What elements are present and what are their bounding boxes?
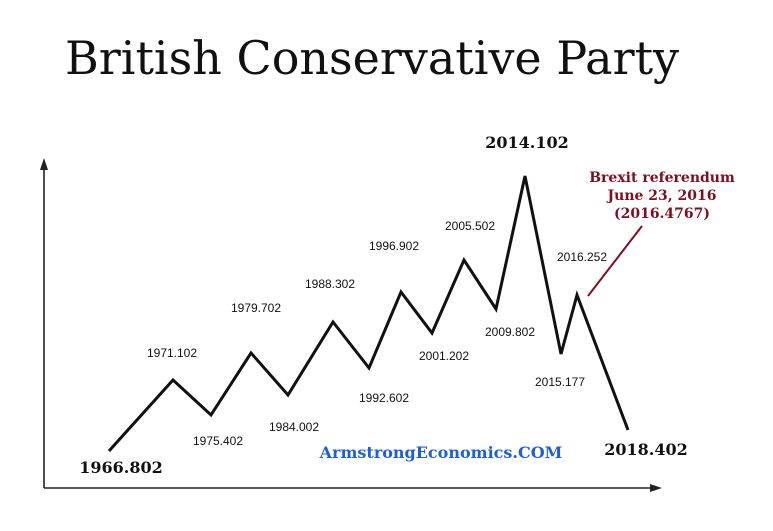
point-labels: 1971.102 1975.402 1979.702 1984.002 1988.302… [79, 133, 688, 477]
point-label-2014-102: 2014.102 [485, 133, 569, 152]
point-label-1975-402: 1975.402 [193, 434, 243, 448]
axes [40, 158, 662, 492]
series-line [107, 175, 630, 453]
point-label-2001-202: 2001.202 [419, 349, 469, 363]
x-axis-arrow [650, 484, 662, 492]
point-label-2005-502: 2005.502 [445, 219, 495, 233]
point-label-1984-002: 1984.002 [269, 420, 319, 434]
point-label-1971-102: 1971.102 [147, 346, 197, 360]
annotation-line-1: Brexit referendum [589, 170, 735, 186]
point-label-1988-302: 1988.302 [305, 277, 355, 291]
point-label-1966-802: 1966.802 [79, 458, 163, 477]
watermark: ArmstrongEconomics.COM [319, 443, 563, 462]
point-label-1996-902: 1996.902 [369, 239, 419, 253]
point-label-2009-802: 2009.802 [485, 325, 535, 339]
chart-title: British Conservative Party [65, 31, 679, 85]
annotation-pointer [587, 225, 643, 297]
annotation-line-2: June 23, 2016 [606, 188, 717, 204]
point-label-2015-177: 2015.177 [535, 375, 585, 389]
point-label-2016-252: 2016.252 [557, 250, 607, 264]
point-label-1979-702: 1979.702 [231, 301, 281, 315]
annotation-line-3: (2016.4767) [614, 206, 710, 222]
point-label-2018-402: 2018.402 [604, 440, 688, 459]
point-label-1992-602: 1992.602 [359, 391, 409, 405]
y-axis-arrow [40, 158, 48, 170]
